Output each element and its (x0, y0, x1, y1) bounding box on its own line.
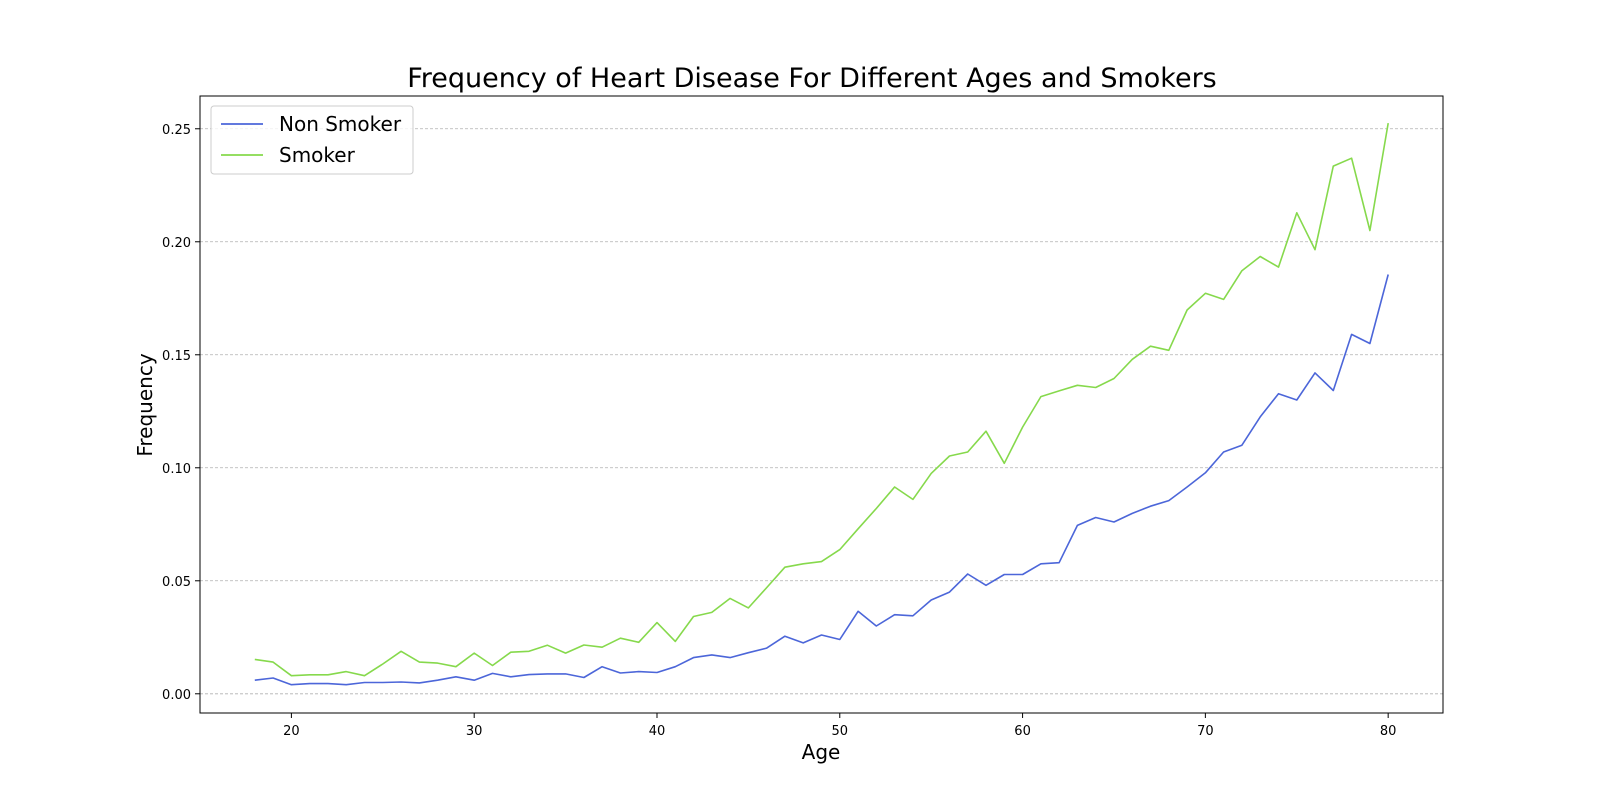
y-axis-label: Frequency (133, 353, 157, 456)
y-tick-label: 0.10 (162, 462, 191, 477)
legend-label-smoker: Smoker (279, 143, 356, 167)
legend-box (210, 105, 414, 175)
y-tick-label: 0.05 (162, 575, 191, 590)
x-tick-label: 80 (1380, 724, 1397, 739)
y-tick-label: 0.00 (162, 688, 191, 703)
series-line-non-smoker (254, 274, 1389, 686)
x-tick-label: 30 (466, 724, 483, 739)
x-axis-label: Age (802, 740, 841, 764)
chart-title: Frequency of Heart Disease For Different… (407, 63, 1217, 94)
y-tick-label: 0.25 (162, 123, 191, 138)
x-tick-label: 50 (832, 724, 849, 739)
legend: Non Smoker Smoker (210, 105, 414, 175)
legend-label-non-smoker: Non Smoker (279, 112, 402, 136)
y-tick-label: 0.20 (162, 236, 191, 251)
x-tick-label: 40 (649, 724, 666, 739)
x-tick-label: 60 (1014, 724, 1031, 739)
plot-frame (199, 95, 1444, 714)
series-line-smoker (254, 122, 1389, 677)
gridlines (200, 128, 1443, 695)
x-axis-ticks: 20 30 40 50 60 70 80 (283, 713, 1396, 739)
series-lines (254, 122, 1389, 686)
x-tick-label: 70 (1197, 724, 1214, 739)
y-axis-ticks: 0.00 0.05 0.10 0.15 0.20 0.25 (162, 123, 200, 703)
y-tick-label: 0.15 (162, 349, 191, 364)
x-tick-label: 20 (283, 724, 300, 739)
